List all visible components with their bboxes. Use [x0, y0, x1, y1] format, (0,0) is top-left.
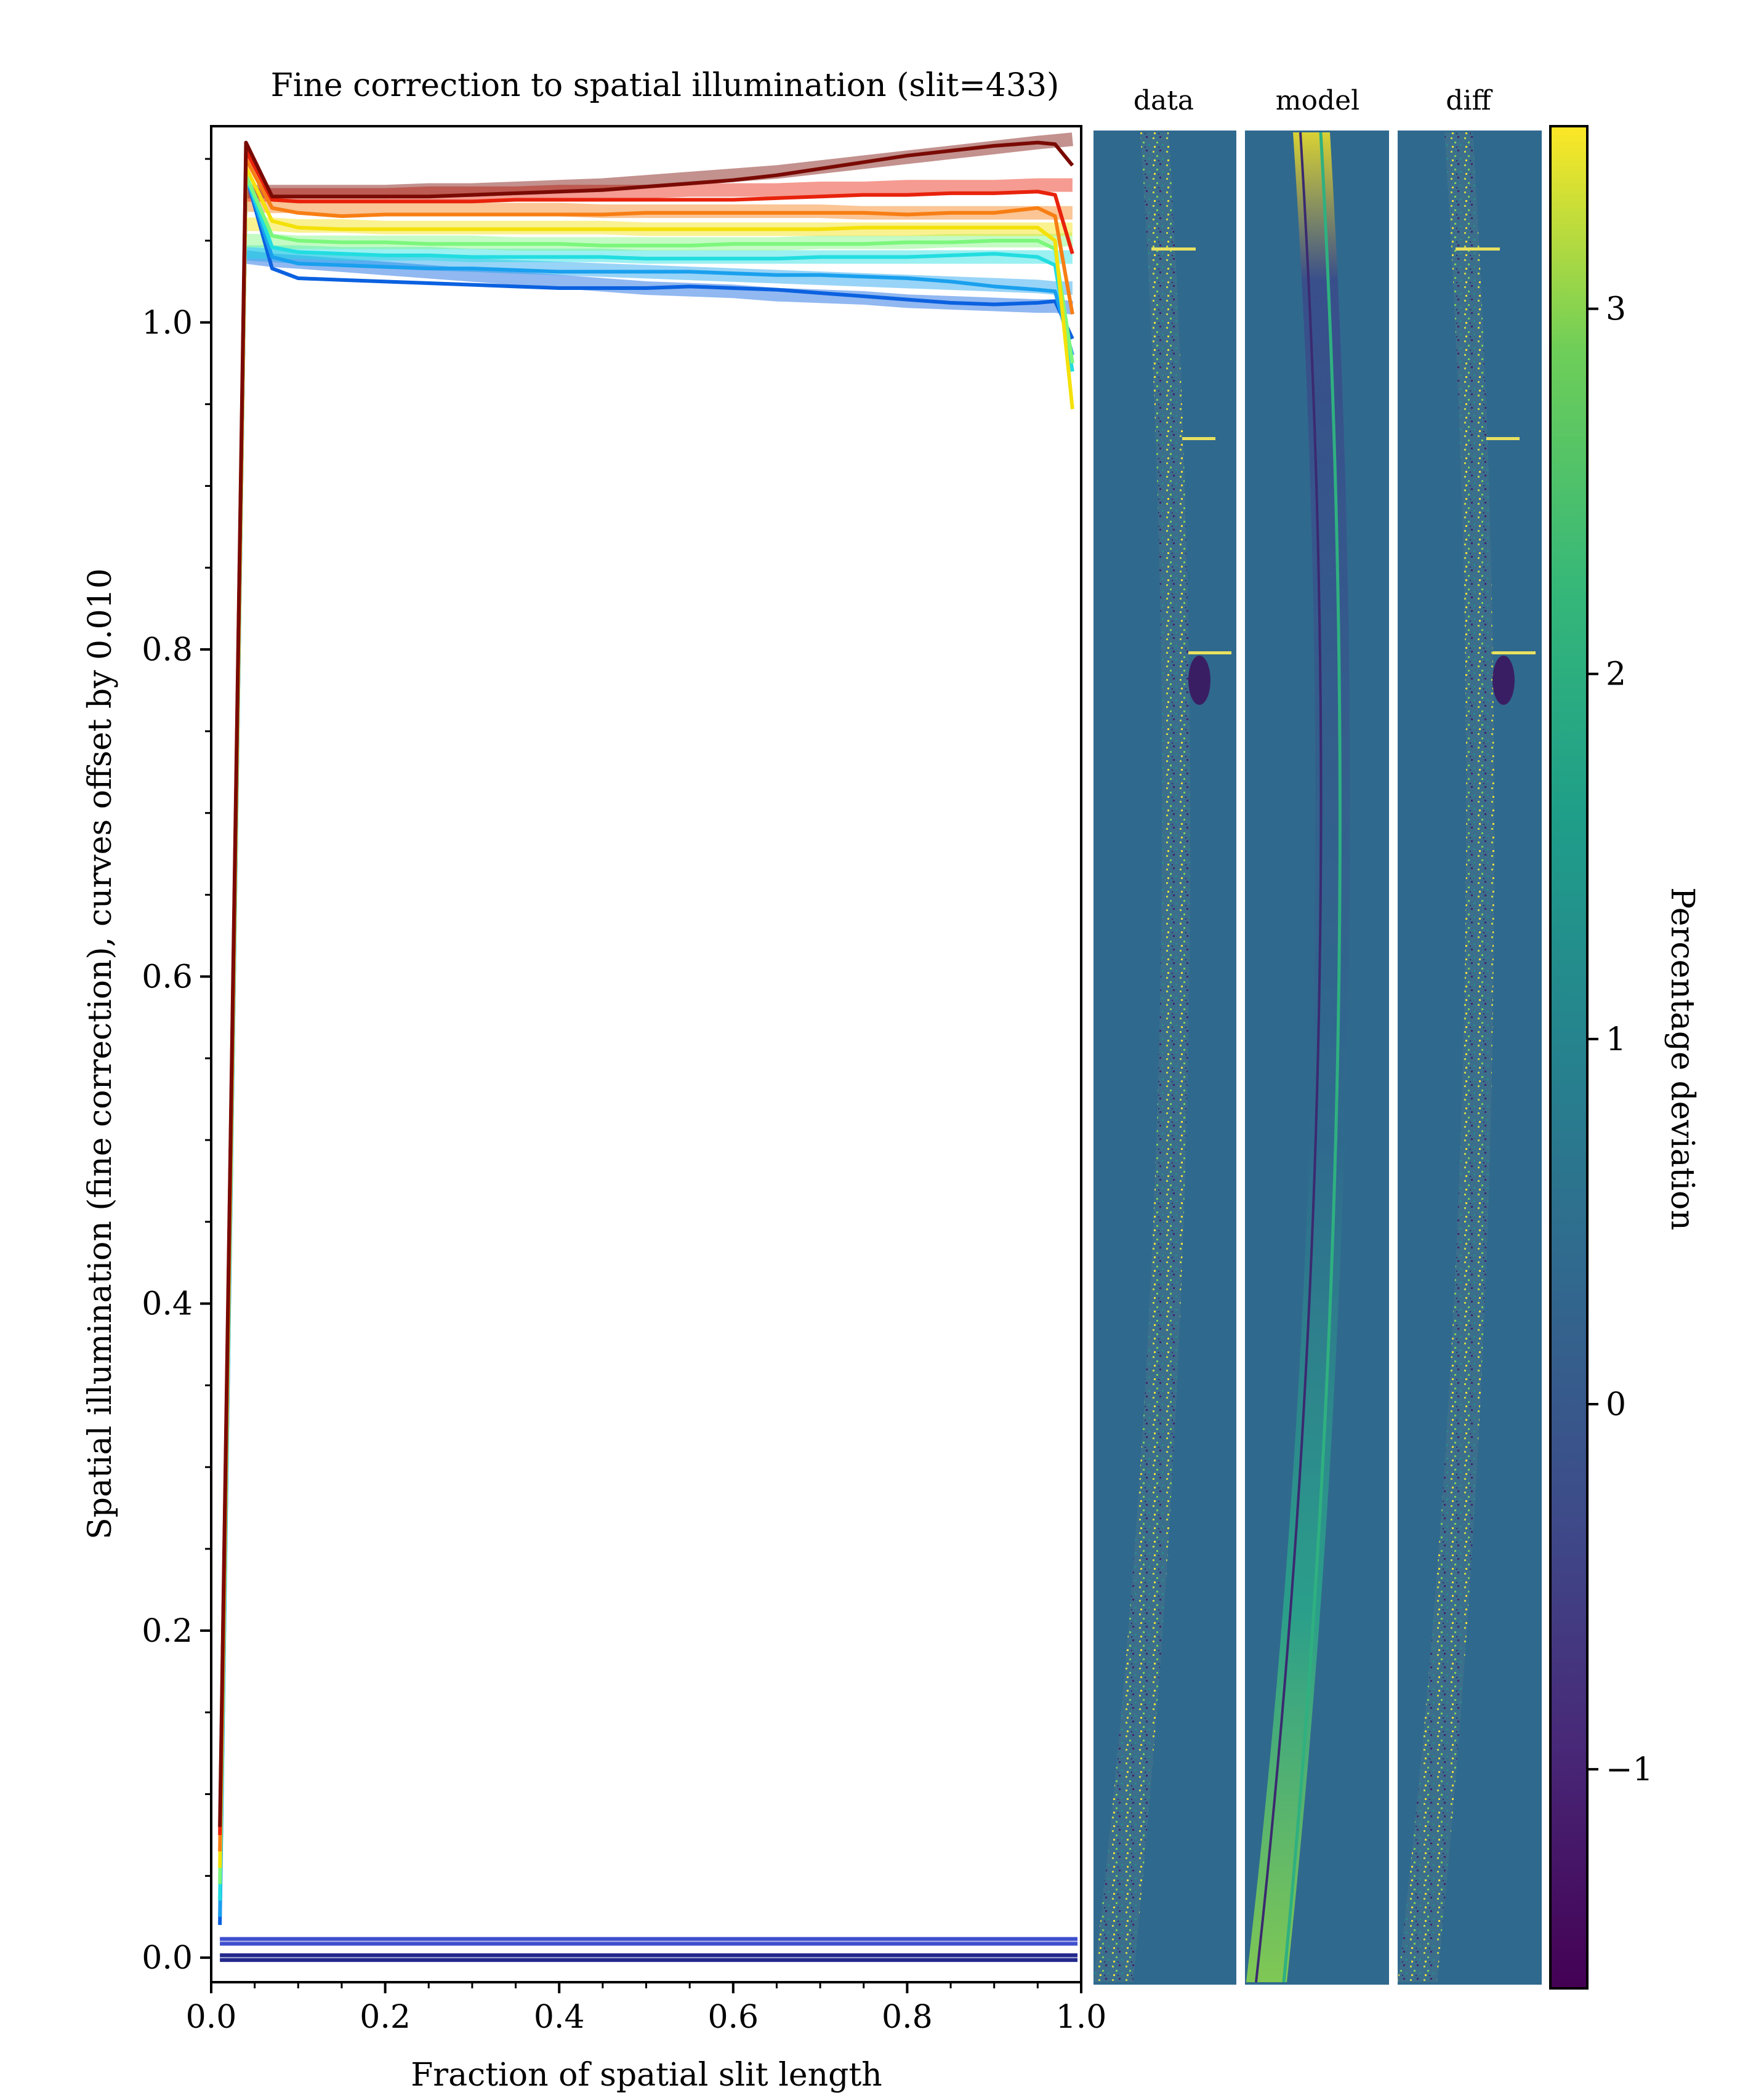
x-tick-label: 0.8	[882, 1999, 933, 2036]
series-line-0	[218, 173, 1074, 1926]
panel-diff-slit	[1398, 132, 1494, 1982]
colorbar-tick-label: 3	[1606, 291, 1626, 328]
x-tick-label: 0.4	[534, 1999, 585, 2036]
x-tick-label: 0.0	[186, 1999, 237, 2036]
y-tick-label: 0.4	[142, 1286, 193, 1323]
series-line-4	[218, 165, 1074, 1868]
panel-diff: diff	[1398, 85, 1542, 1985]
panel-data-bright-row	[1188, 651, 1231, 654]
panel-data-bright-row	[1151, 247, 1196, 251]
x-tick-label: 0.2	[360, 1999, 411, 2036]
colorbar-ticks: 3 2 1 0 −1	[1587, 291, 1653, 1788]
panel-data-title: data	[1134, 85, 1194, 116]
panel-data-dark-blob	[1188, 656, 1210, 705]
panel-model-title: model	[1276, 85, 1360, 116]
x-axis: 0.0 0.2 0.4 0.6 0.8 1.0	[186, 1982, 1107, 2036]
image-panels: data model diff	[1093, 85, 1542, 1985]
y-tick-label: 1.0	[142, 305, 193, 342]
line-plot: Fine correction to spatial illumination …	[82, 67, 1106, 2093]
y-axis-label: Spatial illumination (fine correction), …	[82, 568, 119, 1540]
series-line-1	[218, 173, 1074, 1917]
panel-model-edge	[1255, 132, 1323, 1983]
panel-data-bright-row	[1182, 437, 1215, 440]
series-line-2	[218, 173, 1074, 1901]
plot-frame	[210, 125, 1082, 1983]
panel-diff-dark-blob	[1492, 656, 1515, 705]
y-tick-label: 0.8	[142, 632, 193, 669]
colorbar-gradient	[1549, 125, 1589, 1990]
colorbar-tick-label: 2	[1606, 656, 1626, 693]
y-tick-label: 0.0	[142, 1940, 193, 1977]
y-axis: 0.0 0.2 0.4 0.6 0.8 1.0	[142, 158, 211, 1977]
panel-diff-bright-row	[1456, 247, 1500, 251]
x-tick-label: 0.6	[707, 1999, 759, 2036]
colorbar-tick-label: 0	[1606, 1386, 1626, 1423]
panel-model: model	[1245, 85, 1389, 1985]
series-line-7	[218, 140, 1074, 1827]
panel-data: data	[1093, 85, 1236, 1985]
x-axis-label: Fraction of spatial slit length	[411, 2057, 882, 2093]
y-tick-label: 0.2	[142, 1613, 193, 1650]
colorbar-tick-label: −1	[1606, 1751, 1653, 1788]
panel-diff-title: diff	[1446, 85, 1492, 116]
y-tick-label: 0.6	[142, 958, 193, 995]
panel-data-slit	[1093, 132, 1190, 1982]
panel-model-edge	[1282, 132, 1342, 1983]
series-line-6	[218, 148, 1074, 1835]
series-line-3	[218, 173, 1074, 1884]
colorbar: 3 2 1 0 −1 Percentage deviation	[1549, 125, 1701, 1990]
panel-model-slit	[1246, 132, 1350, 1982]
colorbar-label: Percentage deviation	[1664, 887, 1701, 1231]
chart-title: Fine correction to spatial illumination …	[271, 67, 1060, 104]
plot-area	[218, 132, 1077, 1962]
series-line-5	[218, 157, 1074, 1852]
colorbar-tick-label: 1	[1606, 1021, 1626, 1058]
panel-diff-bright-row	[1492, 651, 1536, 654]
x-tick-label: 1.0	[1056, 1999, 1107, 2036]
panel-diff-bright-row	[1486, 437, 1520, 440]
